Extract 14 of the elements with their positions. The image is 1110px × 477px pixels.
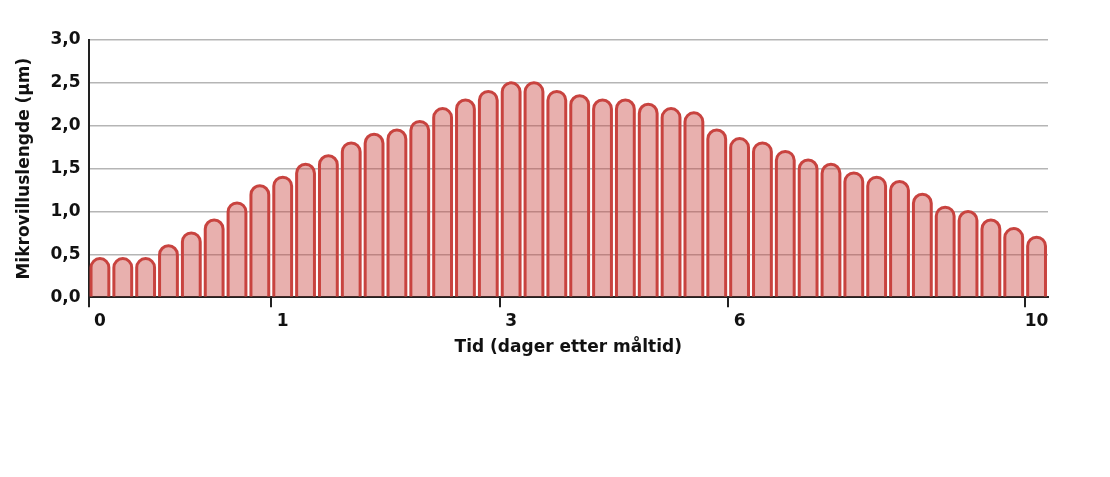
y-tick-label: 0,5: [50, 242, 81, 263]
x-tick-label: 10: [1024, 309, 1049, 330]
y-tick-label: 1,5: [50, 157, 81, 178]
x-tick-label: 0: [94, 309, 107, 330]
y-tick-label: 3,0: [50, 28, 81, 49]
y-tick-label: 2,0: [50, 114, 81, 135]
x-tick-label: 1: [276, 309, 289, 330]
x-axis-title: Tid (dager etter måltid): [454, 335, 682, 357]
y-axis-title: Mikrovilluslengde (µm): [12, 57, 33, 280]
x-tick-label: 6: [733, 309, 746, 330]
y-tick-label: 0,0: [50, 285, 81, 306]
x-tick-label: 3: [505, 309, 518, 330]
y-tick-label: 1,0: [50, 199, 81, 220]
y-tick-label: 2,5: [50, 71, 81, 92]
